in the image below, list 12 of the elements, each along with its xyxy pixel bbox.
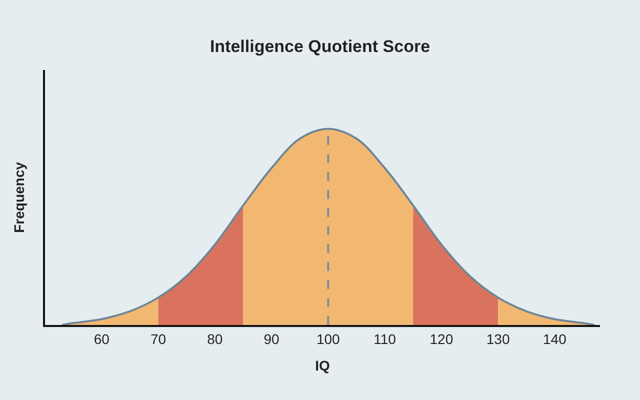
x-tick-label: 110 [374,330,396,347]
x-tick-label: 140 [543,330,567,347]
y-axis-title: Frequency [11,162,28,233]
x-tick-label: 130 [486,330,510,347]
chart-title: Intelligence Quotient Score [210,36,430,56]
x-tick-label: 60 [94,330,110,347]
x-tick-label: 80 [207,330,223,347]
x-tick-label: 90 [264,330,280,347]
x-tick-label: 100 [316,330,340,347]
x-tick-label: 120 [430,330,454,347]
x-axis-title: IQ [315,358,330,374]
x-tick-label: 70 [150,330,166,347]
